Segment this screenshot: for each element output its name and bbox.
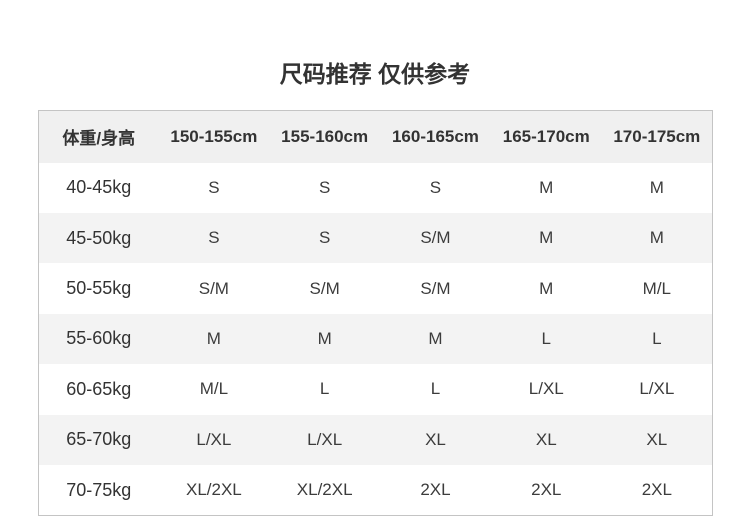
- height-column-header: 155-160cm: [281, 126, 369, 146]
- size-cell: L: [541, 328, 551, 348]
- size-cell: S/M: [420, 278, 451, 298]
- page-title: 尺码推荐 仅供参考: [279, 61, 471, 87]
- weight-range-label: 70-75kg: [66, 479, 132, 500]
- size-cell: XL/2XL: [296, 480, 353, 500]
- size-cell: XL: [646, 429, 668, 449]
- size-cell: XL: [425, 429, 446, 449]
- weight-range-label: 60-65kg: [66, 378, 132, 399]
- weight-height-header: 体重/身高: [62, 129, 136, 149]
- size-cell: L: [652, 328, 662, 348]
- table-row: 60-65kg M/L L L L/XL L/XL: [38, 364, 713, 415]
- size-cell: L/XL: [196, 429, 232, 449]
- table-row: 45-50kg S S S/M M M: [38, 212, 713, 264]
- size-table-header: 体重/身高 150-155cm 155-160cm 160-165cm 165-…: [38, 110, 713, 163]
- size-cell: XL/2XL: [185, 480, 242, 500]
- table-row: 40-45kg S S S M M: [38, 162, 713, 213]
- size-cell: M: [649, 177, 664, 197]
- size-cell: L/XL: [307, 429, 343, 449]
- size-recommendation-table: 体重/身高 150-155cm 155-160cm 160-165cm 165-…: [38, 110, 713, 516]
- table-row: 50-55kg S/M S/M S/M M M/L: [38, 263, 713, 314]
- size-cell: S/M: [198, 278, 229, 298]
- size-cell: M: [539, 228, 554, 248]
- weight-range-label: 40-45kg: [66, 177, 132, 198]
- size-cell: M: [649, 228, 664, 248]
- height-column-header: 150-155cm: [170, 126, 258, 146]
- size-cell: S/M: [309, 278, 340, 298]
- weight-range-label: 65-70kg: [66, 429, 132, 450]
- size-cell: 2XL: [420, 480, 451, 500]
- weight-range-label: 55-60kg: [66, 328, 132, 349]
- size-cell: M: [317, 328, 332, 348]
- size-cell: M: [428, 328, 443, 348]
- size-cell: L/XL: [528, 379, 564, 399]
- size-cell: L: [430, 379, 441, 399]
- table-row: 55-60kg M M M L L: [38, 313, 713, 365]
- size-cell: XL: [535, 429, 557, 449]
- weight-range-label: 45-50kg: [66, 227, 132, 248]
- table-row: 65-70kg L/XL L/XL XL XL XL: [38, 414, 713, 466]
- size-cell: L: [319, 379, 330, 399]
- size-cell: 2XL: [531, 480, 562, 500]
- size-cell: M/L: [199, 379, 229, 399]
- size-cell: M: [539, 278, 554, 298]
- size-cell: S: [208, 228, 220, 248]
- size-cell: L/XL: [639, 379, 675, 399]
- height-column-header: 170-175cm: [613, 126, 701, 146]
- size-cell: 2XL: [641, 480, 672, 500]
- size-cell: M: [539, 177, 554, 197]
- size-cell: S: [318, 177, 331, 197]
- weight-range-label: 50-55kg: [66, 278, 132, 299]
- table-row: 70-75kg XL/2XL XL/2XL 2XL 2XL 2XL: [38, 465, 713, 516]
- size-cell: M/L: [642, 278, 671, 298]
- height-column-header: 160-165cm: [391, 126, 479, 146]
- size-cell: S: [208, 177, 220, 197]
- header-row: 体重/身高 150-155cm 155-160cm 160-165cm 165-…: [38, 110, 713, 163]
- size-table-body: 40-45kg S S S M M 45-50kg S S S/M M M 50…: [38, 162, 713, 516]
- size-cell: S: [429, 177, 442, 197]
- size-cell: S: [318, 228, 331, 248]
- size-cell: S/M: [420, 228, 451, 248]
- size-cell: M: [206, 328, 221, 348]
- height-column-header: 165-170cm: [502, 126, 590, 146]
